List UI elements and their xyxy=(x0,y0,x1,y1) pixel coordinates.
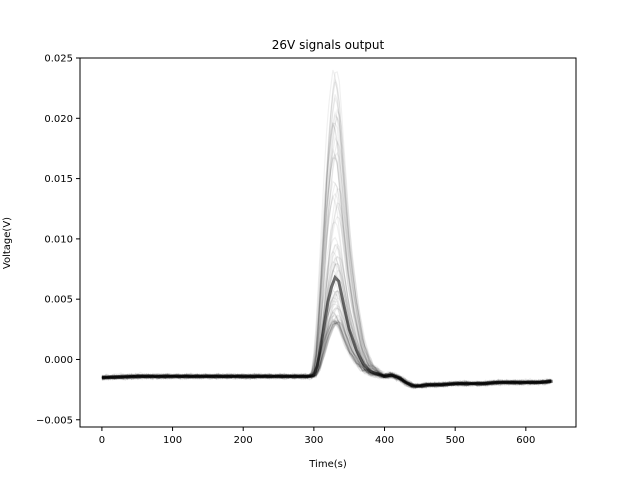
chart-title: 26V signals output xyxy=(272,38,385,52)
y-tick-label: 0.000 xyxy=(44,355,73,366)
signal-trace xyxy=(101,140,552,387)
mean-trace xyxy=(101,274,553,388)
signal-trace xyxy=(101,115,552,389)
x-axis: 0 100 200 300 400 500 600 xyxy=(99,427,535,446)
x-tick-label: 200 xyxy=(234,435,253,446)
y-tick-label: 0.020 xyxy=(44,114,73,125)
y-axis: −0.005 0.000 0.005 0.010 0.015 0.020 0.025 xyxy=(36,54,80,426)
y-tick-label: −0.005 xyxy=(36,415,73,426)
plot-frame xyxy=(79,57,577,428)
y-tick-label: 0.005 xyxy=(44,295,73,306)
x-tick-label: 100 xyxy=(163,435,182,446)
signal-trace xyxy=(101,317,552,387)
y-tick-label: 0.015 xyxy=(44,174,73,185)
y-tick-label: 0.025 xyxy=(44,54,73,65)
x-tick-label: 600 xyxy=(516,435,535,446)
y-tick-label: 0.010 xyxy=(44,234,73,245)
x-axis-label: Time(s) xyxy=(308,459,347,470)
x-tick-label: 400 xyxy=(375,435,394,446)
y-axis-label: Voltage(V) xyxy=(2,217,13,269)
x-tick-label: 0 xyxy=(99,435,105,446)
x-tick-label: 300 xyxy=(304,435,323,446)
x-tick-label: 500 xyxy=(446,435,465,446)
signal-traces xyxy=(101,69,553,390)
